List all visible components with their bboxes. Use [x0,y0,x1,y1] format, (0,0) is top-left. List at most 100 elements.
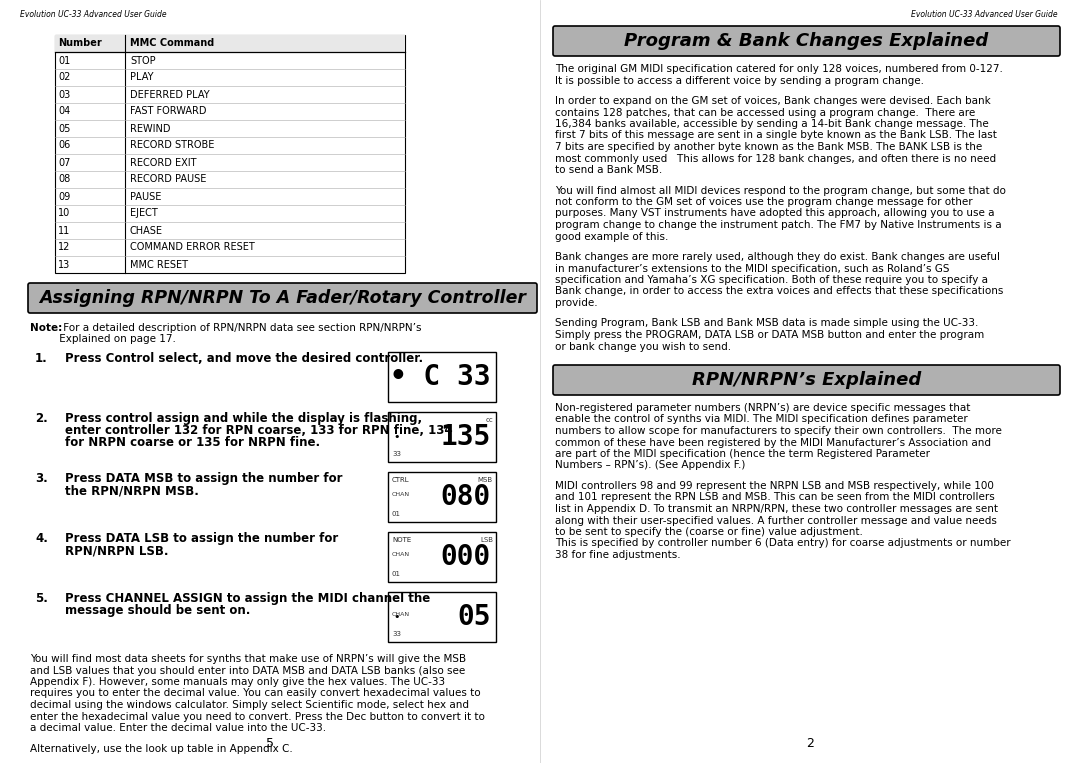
Text: Appendix F). However, some manuals may only give the hex values. The UC-33: Appendix F). However, some manuals may o… [30,677,445,687]
Text: in manufacturer’s extensions to the MIDI specification, such as Roland’s GS: in manufacturer’s extensions to the MIDI… [555,263,949,273]
Bar [388,592,496,642]
Text: 2: 2 [806,737,814,750]
Text: RPN/NRPN’s Explained: RPN/NRPN’s Explained [692,371,921,389]
Text: 12: 12 [58,243,70,253]
Text: common of these have been registered by the MIDI Manufacturer’s Association and: common of these have been registered by … [555,437,991,448]
FancyBboxPatch shape [553,26,1059,56]
Text: numbers to allow scope for manufacturers to specify their own controllers.  The : numbers to allow scope for manufacturers… [555,426,1002,436]
Text: 1.: 1. [35,352,48,365]
Text: 01: 01 [392,571,401,577]
Text: REWIND: REWIND [130,124,171,134]
Text: and LSB values that you should enter into DATA MSB and DATA LSB banks (also see: and LSB values that you should enter int… [30,665,465,675]
Text: provide.: provide. [555,298,597,308]
Text: are part of the MIDI specification (hence the term Registered Parameter: are part of the MIDI specification (henc… [555,449,930,459]
Text: RECORD STROBE: RECORD STROBE [130,140,214,150]
Text: Note:: Note: [30,323,63,333]
Text: 09: 09 [58,192,70,201]
Text: Evolution UC-33 Advanced User Guide: Evolution UC-33 Advanced User Guide [912,10,1058,19]
Text: a decimal value. Enter the decimal value into the UC-33.: a decimal value. Enter the decimal value… [30,723,326,733]
Text: You will find most data sheets for synths that make use of NRPN’s will give the : You will find most data sheets for synth… [30,654,467,664]
Bar [388,412,496,462]
Text: contains 128 patches, that can be accessed using a program change.  There are: contains 128 patches, that can be access… [555,108,975,118]
Text: 3.: 3. [35,472,48,485]
Text: Assigning RPN/NRPN To A Fader/Rotary Controller: Assigning RPN/NRPN To A Fader/Rotary Con… [39,289,526,307]
Text: 11: 11 [58,226,70,236]
Text: Numbers – RPN’s). (See Appendix F.): Numbers – RPN’s). (See Appendix F.) [555,461,745,471]
Text: Press Control select, and move the desired controller.: Press Control select, and move the desir… [65,352,423,365]
Text: MMC RESET: MMC RESET [130,259,188,269]
Text: MMC Command: MMC Command [130,38,214,49]
Text: MSB: MSB [477,477,492,483]
Text: The original GM MIDI specification catered for only 128 voices, numbered from 0-: The original GM MIDI specification cater… [555,64,1003,74]
Text: 2.: 2. [35,412,48,425]
Text: 33: 33 [392,631,401,637]
Text: 080: 080 [441,483,491,511]
Text: Simply press the PROGRAM, DATA LSB or DATA MSB button and enter the program: Simply press the PROGRAM, DATA LSB or DA… [555,330,984,340]
Text: COMMAND ERROR RESET: COMMAND ERROR RESET [130,243,255,253]
Text: •: • [393,432,400,442]
Text: LSB: LSB [480,537,492,543]
Text: or bank change you wish to send.: or bank change you wish to send. [555,342,731,352]
Text: RPN/NRPN LSB.: RPN/NRPN LSB. [65,544,168,557]
Text: 02: 02 [58,72,70,82]
Text: STOP: STOP [130,56,156,66]
Text: Press CHANNEL ASSIGN to assign the MIDI channel the: Press CHANNEL ASSIGN to assign the MIDI … [65,592,430,605]
Text: enter controller 132 for RPN coarse, 133 for RPN fine, 134: enter controller 132 for RPN coarse, 133… [65,424,453,437]
Text: FAST FORWARD: FAST FORWARD [130,107,206,117]
Text: decimal using the windows calculator. Simply select Scientific mode, select hex : decimal using the windows calculator. Si… [30,700,469,710]
Text: EJECT: EJECT [130,208,158,218]
Text: CHAN: CHAN [392,613,410,617]
Text: for NRPN coarse or 135 for NRPN fine.: for NRPN coarse or 135 for NRPN fine. [65,436,320,449]
Text: Press control assign and while the display is flashing,: Press control assign and while the displ… [65,412,422,425]
Text: specification and Yamaha’s XG specification. Both of these require you to specif: specification and Yamaha’s XG specificat… [555,275,988,285]
Text: good example of this.: good example of this. [555,231,669,242]
Text: to be sent to specify the (coarse or fine) value adjustment.: to be sent to specify the (coarse or fin… [555,527,863,537]
Text: CHASE: CHASE [130,226,163,236]
Text: MIDI controllers 98 and 99 represent the NRPN LSB and MSB respectively, while 10: MIDI controllers 98 and 99 represent the… [555,481,994,491]
Text: DEFERRED PLAY: DEFERRED PLAY [130,89,210,99]
Text: Bank change, in order to access the extra voices and effects that these specific: Bank change, in order to access the extr… [555,286,1003,297]
Text: Non-registered parameter numbers (NRPN’s) are device specific messages that: Non-registered parameter numbers (NRPN’s… [555,403,970,413]
Text: Bank changes are more rarely used, although they do exist. Bank changes are usef: Bank changes are more rarely used, altho… [555,252,1000,262]
Text: 7 bits are specified by another byte known as the Bank MSB. The BANK LSB is the: 7 bits are specified by another byte kno… [555,142,982,152]
Text: For a detailed description of RPN/NRPN data see section RPN/NRPN’s: For a detailed description of RPN/NRPN d… [60,323,421,333]
Text: 5: 5 [266,737,274,750]
Text: 08: 08 [58,175,70,185]
Text: CTRL: CTRL [392,477,409,483]
Text: Number: Number [58,38,102,49]
Text: It is possible to access a different voice by sending a program change.: It is possible to access a different voi… [555,76,924,85]
Text: enable the control of synths via MIDI. The MIDI specification defines parameter: enable the control of synths via MIDI. T… [555,414,968,424]
Text: 13: 13 [58,259,70,269]
Text: 05: 05 [58,124,70,134]
Text: cc: cc [485,417,492,423]
FancyBboxPatch shape [553,365,1059,395]
Bar [388,532,496,582]
Text: enter the hexadecimal value you need to convert. Press the Dec button to convert: enter the hexadecimal value you need to … [30,712,485,722]
Text: 10: 10 [58,208,70,218]
Text: most commonly used   This allows for 128 bank changes, and often there is no nee: most commonly used This allows for 128 b… [555,153,996,163]
Text: Evolution UC-33 Advanced User Guide: Evolution UC-33 Advanced User Guide [21,10,166,19]
Text: 03: 03 [58,89,70,99]
Text: NOTE: NOTE [392,537,411,543]
Bar [388,472,496,522]
Text: 07: 07 [58,157,70,168]
Text: purposes. Many VST instruments have adopted this approach, allowing you to use a: purposes. Many VST instruments have adop… [555,208,995,218]
Text: along with their user-specified values. A further controller message and value n: along with their user-specified values. … [555,516,997,526]
Text: Explained on page 17.: Explained on page 17. [30,334,176,345]
Text: 16,384 banks available, accessible by sending a 14-bit Bank change message. The: 16,384 banks available, accessible by se… [555,119,989,129]
Text: RECORD EXIT: RECORD EXIT [130,157,197,168]
Text: •: • [393,612,400,622]
Text: 000: 000 [441,543,491,571]
Text: 04: 04 [58,107,70,117]
Text: 01: 01 [58,56,70,66]
Text: 06: 06 [58,140,70,150]
Text: first 7 bits of this message are sent in a single byte known as the Bank LSB. Th: first 7 bits of this message are sent in… [555,130,997,140]
Text: to send a Bank MSB.: to send a Bank MSB. [555,165,662,175]
Text: You will find almost all MIDI devices respond to the program change, but some th: You will find almost all MIDI devices re… [555,185,1005,195]
Text: PAUSE: PAUSE [130,192,161,201]
Text: 33: 33 [392,451,401,457]
Bar [55,35,405,52]
Text: PLAY: PLAY [130,72,153,82]
Text: Sending Program, Bank LSB and Bank MSB data is made simple using the UC-33.: Sending Program, Bank LSB and Bank MSB d… [555,318,978,329]
Bar [388,352,496,402]
